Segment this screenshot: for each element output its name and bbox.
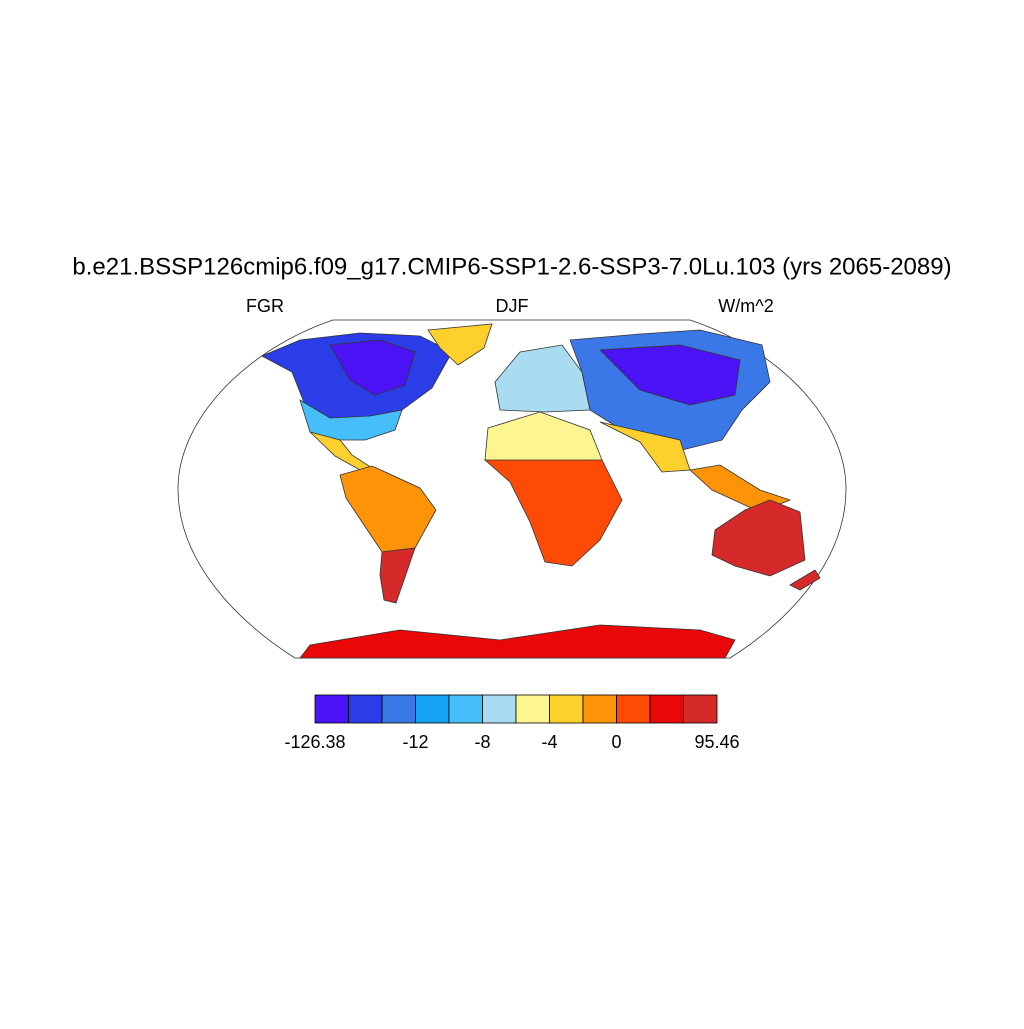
colorbar-box xyxy=(515,694,550,724)
units-label: W/m^2 xyxy=(718,296,773,316)
colorbar-box xyxy=(415,694,450,724)
australia xyxy=(711,499,806,577)
colorbar-box xyxy=(683,694,718,724)
africa xyxy=(483,459,623,567)
colorbar-box xyxy=(381,694,416,724)
colorbar-box xyxy=(616,694,651,724)
variable-label: FGR xyxy=(246,296,284,316)
colorbar-label: -126.38 xyxy=(284,732,345,752)
colorbar-label: -4 xyxy=(541,732,557,752)
south-america xyxy=(379,547,416,604)
colorbar-label: 95.46 xyxy=(694,732,739,752)
southeast-asia xyxy=(689,464,792,513)
colorbar-box xyxy=(582,694,617,724)
south-asia xyxy=(599,421,691,473)
antarctica xyxy=(299,624,736,659)
map xyxy=(177,319,847,659)
colorbar-box xyxy=(314,694,349,724)
title: b.e21.BSSP126cmip6.f09_g17.CMIP6-SSP1-2.… xyxy=(72,253,951,280)
colorbar: -126.38 -12 -8 -4 0 95.46 xyxy=(284,694,740,752)
colorbar-label: 0 xyxy=(611,732,621,752)
colorbar-box xyxy=(348,694,383,724)
new-zealand xyxy=(789,569,821,591)
colorbar-box xyxy=(649,694,684,724)
season-label: DJF xyxy=(496,296,529,316)
colorbar-label: -12 xyxy=(402,732,428,752)
asia xyxy=(599,344,741,406)
colorbar-box xyxy=(549,694,584,724)
colorbar-box xyxy=(448,694,483,724)
greenland xyxy=(427,323,493,366)
colorbar-label: -8 xyxy=(474,732,490,752)
colorbar-box xyxy=(482,694,517,724)
north-america xyxy=(329,339,416,396)
